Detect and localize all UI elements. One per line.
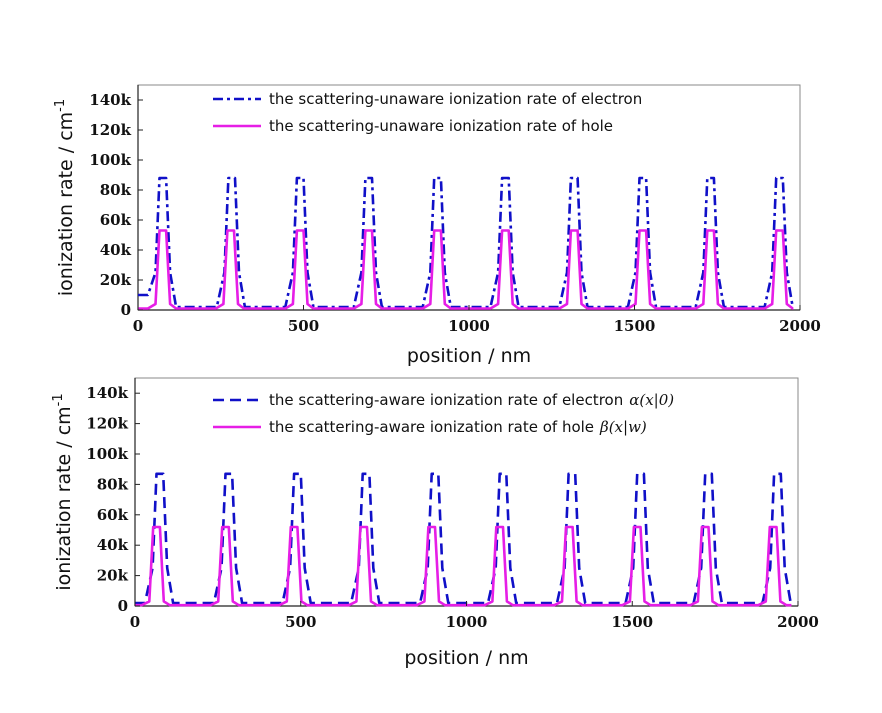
x-tick-label: 1000 [446,613,488,631]
y-tick-label: 120k [89,121,131,139]
top-chart-panel: 0 500 1000 1500 2000 0 20k 40k 60k 80k 100k 120k 140… [53,84,821,367]
y-tick-label: 100k [89,151,131,169]
series-line-electron [135,472,792,605]
series-line-hole [135,525,792,607]
legend-label-electron-unaware: the scattering-unaware ionization rate o… [269,90,642,108]
y-tick-label: 100k [86,445,128,463]
y-label-superscript: -1 [51,393,66,406]
y-tick-label: 0 [121,301,131,319]
x-tick-label: 0 [133,317,143,335]
y-tick-label: 40k [97,536,129,554]
y-tick-label: 20k [100,271,132,289]
x-tick-label: 2000 [777,613,819,631]
y-tick-label: 20k [97,567,129,585]
top-chart-y-axis-label-text: ionization rate / cm-1 [53,99,77,296]
x-tick-label: 500 [285,613,316,631]
y-tick-label: 80k [97,475,129,493]
y-tick-label: 60k [100,211,132,229]
x-tick-label: 1500 [611,613,653,631]
bottom-chart-y-axis-label-text: ionization rate / cm-1 [51,393,75,590]
bottom-chart-panel: 0 500 1000 1500 2000 0 20k 40k 60k 80k 100k 120k 140… [51,377,819,669]
y-label-main: ionization rate / cm [53,406,75,590]
x-tick-label: 1000 [448,317,490,335]
legend-label-electron-aware: the scattering-aware ionization rate of … [269,391,623,409]
y-label-superscript: -1 [53,99,68,112]
legend-label-hole-unaware: the scattering-unaware ionization rate o… [269,117,613,135]
x-tick-label: 500 [288,317,319,335]
y-tick-label: 60k [97,506,129,524]
y-tick-label: 80k [100,181,132,199]
bottom-chart-y-axis-label: ionization rate / cm-1 [51,393,75,590]
series-line-electron [138,176,794,309]
top-chart-x-axis-label: position / nm [407,345,531,367]
y-tick-label: 40k [100,241,132,259]
bottom-chart-x-axis-label: position / nm [404,647,528,669]
x-tick-label: 0 [130,613,140,631]
x-tick-label: 2000 [779,317,821,335]
legend-math-alpha: α(x|0) [629,391,674,409]
legend-label-hole-aware: the scattering-aware ionization rate of … [269,418,594,436]
x-tick-label: 1500 [614,317,656,335]
y-tick-label: 120k [86,415,128,433]
top-chart-legend: the scattering-unaware ionization rate o… [213,90,642,135]
bottom-chart-legend: the scattering-aware ionization rate of … [213,391,674,436]
series-line-hole [138,229,794,310]
y-tick-label: 140k [86,384,128,402]
y-label-main: ionization rate / cm [55,112,77,296]
y-tick-label: 140k [89,91,131,109]
top-chart-y-axis-label: ionization rate / cm-1 [53,99,77,296]
legend-math-beta: β(x|w) [599,418,647,436]
y-tick-label: 0 [118,597,128,615]
